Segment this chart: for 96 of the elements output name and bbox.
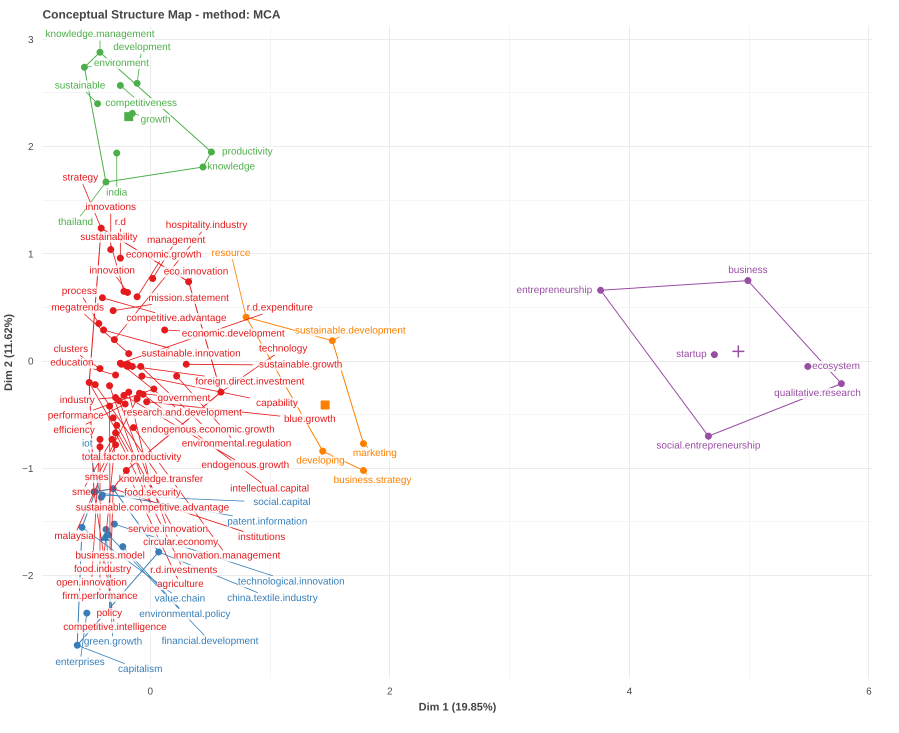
annotation: india: [106, 187, 128, 198]
annotation: business: [728, 265, 768, 276]
annotation: technology: [259, 343, 308, 354]
annotation: endogenous.economic.growth: [141, 424, 275, 436]
annotation: education: [50, 357, 94, 368]
annotation: ecosystem: [812, 360, 860, 372]
annotation: competitive.intelligence: [63, 622, 168, 634]
annotation: performance: [48, 410, 104, 422]
annotation: capitalism: [118, 664, 162, 676]
annotation: clusters: [54, 344, 88, 355]
x-tick-label: 4: [626, 686, 633, 698]
annotation: food.security: [124, 488, 181, 499]
annotation: productivity: [222, 146, 273, 158]
annotation: strategy: [62, 172, 98, 184]
annotation: hospitality.industry: [166, 220, 248, 232]
x-tick-label: 2: [387, 686, 394, 698]
y-axis-title: Dim 2 (11.62%): [3, 314, 16, 392]
y-tick-label: 3: [28, 34, 34, 46]
annotation: development: [113, 42, 171, 54]
annotation: competitiveness: [105, 98, 178, 109]
annotation: economic.development: [182, 328, 285, 340]
annotation: intellectual.capital: [230, 484, 310, 495]
y-tick-label: 2: [28, 142, 34, 154]
annotation: innovations: [85, 202, 136, 214]
annotation: china.textile.industry: [227, 593, 318, 604]
annotation: policy: [96, 608, 122, 619]
annotation: sustainability: [80, 232, 138, 243]
annotation: capability: [256, 398, 298, 409]
annotation: environment: [94, 58, 150, 69]
x-axis-title: Dim 1 (19.85%): [418, 702, 497, 714]
annotation: environmental.policy: [139, 608, 230, 620]
annotation: sustainable.development: [295, 325, 406, 336]
y-tick-label: −1: [22, 464, 34, 475]
annotation: efficiency: [53, 424, 95, 436]
annotation: smes: [84, 472, 109, 483]
annotation: developing: [296, 456, 345, 467]
annotation: sustainable.innovation: [142, 348, 241, 360]
annotation: agriculture: [156, 579, 204, 590]
annotation: institutions: [238, 532, 286, 544]
annotation: marketing: [352, 448, 397, 460]
annotation: thailand: [58, 216, 94, 228]
annotation: green.growth: [84, 636, 142, 648]
x-tick-label: 0: [148, 686, 154, 698]
annotation: mission.statement: [148, 292, 230, 304]
annotation: open.innovation: [56, 578, 127, 589]
y-tick-label: 0: [28, 356, 34, 368]
annotation: iot: [82, 438, 93, 450]
annotation: economic.growth: [126, 250, 202, 261]
annotation: innovation: [89, 265, 135, 276]
annotation: circular.economy: [143, 536, 218, 548]
annotation: foreign.direct.investment: [195, 376, 305, 388]
annotation: knowledge.transfer: [118, 474, 204, 486]
annotation: total.factor.productivity: [82, 452, 182, 464]
annotation: knowledge: [207, 161, 256, 172]
annotation: business.strategy: [334, 474, 412, 486]
annotation: malaysia: [54, 530, 94, 542]
annotation: sme: [72, 487, 92, 498]
annotation: blue.growth: [284, 414, 336, 425]
annotation: sustainable: [54, 80, 106, 92]
annotation: environmental.regulation: [182, 438, 292, 450]
x-tick-label: 6: [866, 686, 872, 698]
annotation: value.chain: [154, 594, 206, 605]
annotation: patent.information: [227, 516, 308, 528]
annotation: competitive.advantage: [126, 313, 227, 324]
annotation: financial.development: [162, 636, 259, 647]
y-tick-label: 1: [28, 249, 34, 260]
annotation: r.d.expenditure: [246, 302, 314, 314]
annotation: research.and.development: [123, 408, 242, 419]
annotation: r.d: [114, 217, 126, 228]
chart-title: Conceptual Structure Map - method: MCA: [42, 8, 281, 22]
annotation: resource: [212, 248, 251, 259]
annotation: knowledge.management: [46, 29, 155, 40]
annotation: eco.innovation: [164, 266, 228, 278]
annotation: social.entrepreneurship: [656, 440, 761, 452]
annotation: enterprises: [55, 657, 105, 668]
annotation: endogenous.growth: [201, 460, 290, 472]
annotation: growth: [140, 114, 171, 126]
annotation: firm.performance: [62, 590, 138, 602]
annotation: sustainable.growth: [258, 360, 342, 371]
annotation: management: [146, 235, 206, 246]
annotation: megatrends: [51, 302, 104, 314]
annotation: technological.innovation: [238, 576, 345, 588]
annotation: service.innovation: [128, 524, 208, 535]
annotation: innovation.management: [174, 550, 281, 562]
annotation: government: [157, 392, 211, 404]
annotation: r.d.investments: [150, 564, 218, 576]
annotation: food.industry: [74, 564, 132, 575]
annotation: process: [62, 286, 97, 298]
y-tick-label: −2: [22, 571, 34, 582]
annotation: startup: [676, 349, 708, 360]
annotation: entrepreneurship: [516, 284, 593, 296]
annotation: social.capital: [253, 497, 310, 508]
annotation: sustainable.competitive.advantage: [76, 502, 230, 514]
annotation: industry: [60, 395, 95, 406]
annotation: qualitative.research: [774, 388, 861, 400]
annotation: business.model: [75, 550, 145, 562]
